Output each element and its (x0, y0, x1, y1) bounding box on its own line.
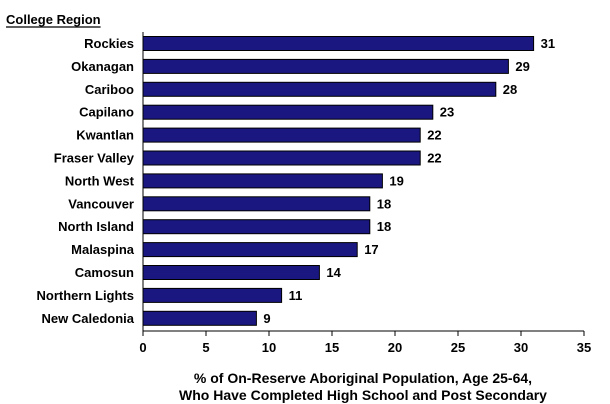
bar (142, 58, 509, 74)
x-tick-label: 35 (577, 340, 591, 355)
category-labels: Rockies Okanagan Cariboo Capilano Kwantlan Fr… (37, 36, 135, 326)
x-tick-label: 30 (514, 340, 528, 355)
bar (142, 150, 421, 166)
value-label: 9 (263, 311, 270, 326)
value-label: 14 (326, 265, 341, 280)
value-label: 23 (440, 105, 454, 120)
category-label: Camosun (75, 265, 134, 280)
category-label: North West (65, 173, 135, 188)
bar (142, 310, 257, 326)
bar (142, 196, 371, 212)
x-axis-title-line-1: % of On-Reserve Aboriginal Population, A… (194, 370, 532, 386)
category-label: North Island (58, 219, 134, 234)
x-axis-title: % of On-Reserve Aboriginal Population, A… (179, 370, 547, 403)
x-ticks: 0 5 10 15 20 25 30 35 (139, 331, 591, 355)
category-label: Vancouver (68, 196, 134, 211)
x-tick-label: 15 (325, 340, 339, 355)
x-tick-label: 10 (262, 340, 276, 355)
category-label: Fraser Valley (54, 151, 135, 166)
value-label: 22 (427, 128, 441, 143)
value-label: 18 (377, 219, 391, 234)
bars-group (142, 36, 535, 326)
bar (142, 265, 320, 280)
category-label: Okanagan (71, 59, 134, 74)
value-label: 11 (289, 288, 303, 303)
bar (142, 36, 535, 51)
category-label: Kwantlan (76, 128, 134, 143)
category-label: New Caledonia (42, 311, 135, 326)
bar (142, 242, 358, 258)
category-label: Cariboo (85, 82, 134, 97)
value-label: 22 (427, 151, 441, 166)
value-label: 17 (364, 242, 378, 257)
value-label: 19 (389, 173, 403, 188)
value-label: 18 (377, 196, 391, 211)
x-tick-label: 25 (451, 340, 465, 355)
bar (142, 173, 383, 189)
x-tick-label: 5 (202, 340, 209, 355)
category-label: Capilano (79, 105, 134, 120)
bar (142, 287, 283, 303)
category-label: Malaspina (71, 242, 135, 257)
x-tick-label: 0 (139, 340, 146, 355)
bar (142, 104, 434, 120)
bar (142, 219, 371, 235)
value-labels: 31 29 28 23 22 22 19 18 18 17 14 11 9 (263, 36, 555, 326)
value-label: 28 (503, 82, 517, 97)
x-axis-title-line-2: Who Have Completed High School and Post … (179, 387, 547, 403)
category-label: Rockies (84, 36, 134, 51)
bar (142, 127, 421, 143)
x-tick-label: 20 (388, 340, 402, 355)
y-axis-title-group: College Region (6, 12, 101, 28)
value-label: 29 (515, 59, 529, 74)
category-label: Northern Lights (37, 288, 135, 303)
axes (142, 32, 584, 332)
bar (142, 81, 497, 97)
value-label: 31 (541, 36, 555, 51)
y-axis-title: College Region (6, 12, 101, 27)
